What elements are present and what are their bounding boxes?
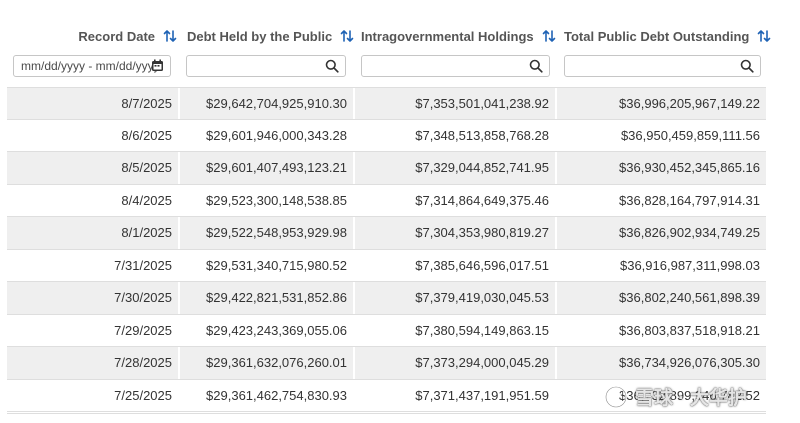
column-divider bbox=[353, 152, 355, 184]
search-icon bbox=[740, 59, 754, 78]
cell-debt-held-by-public: $29,642,704,925,910.30 bbox=[206, 95, 347, 111]
cell-record-date: 8/4/2025 bbox=[121, 192, 172, 208]
column-divider bbox=[178, 152, 180, 184]
column-header-total-public-debt[interactable]: Total Public Debt Outstanding bbox=[564, 22, 771, 50]
cell-intragovernmental-holdings: $7,373,294,000,045.29 bbox=[415, 355, 549, 371]
cell-intragovernmental-holdings: $7,329,044,852,741.95 bbox=[415, 160, 549, 176]
cell-debt-held-by-public: $29,361,632,076,260.01 bbox=[206, 355, 347, 371]
cell-total-public-debt: $36,828,164,797,914.31 bbox=[619, 192, 760, 208]
column-divider bbox=[555, 152, 557, 184]
cell-total-public-debt: $36,930,452,345,865.16 bbox=[619, 160, 760, 176]
cell-debt-held-by-public: $29,523,300,148,538.85 bbox=[206, 192, 347, 208]
search-icon bbox=[325, 59, 339, 78]
cell-debt-held-by-public: $29,423,243,369,055.06 bbox=[206, 322, 347, 338]
total-debt-search-input[interactable] bbox=[564, 55, 761, 77]
column-divider bbox=[353, 217, 355, 249]
cell-record-date: 7/29/2025 bbox=[114, 322, 172, 338]
date-range-placeholder: mm/dd/yyyy - mm/dd/yyyy bbox=[21, 59, 160, 73]
cell-debt-held-by-public: $29,531,340,715,980.52 bbox=[206, 257, 347, 273]
column-divider bbox=[178, 347, 180, 379]
date-range-filter-input[interactable]: mm/dd/yyyy - mm/dd/yyyy bbox=[13, 55, 171, 77]
cell-total-public-debt: $36,996,205,967,149.22 bbox=[619, 95, 760, 111]
sort-arrows-icon[interactable] bbox=[757, 29, 771, 43]
column-divider bbox=[555, 88, 557, 119]
cell-total-public-debt: $36,803,837,518,918.21 bbox=[619, 322, 760, 338]
table-row: 7/31/2025 $29,531,340,715,980.52 $7,385,… bbox=[7, 250, 766, 282]
cell-record-date: 7/28/2025 bbox=[114, 355, 172, 371]
cell-total-public-debt: $36,734,926,076,305.30 bbox=[619, 355, 760, 371]
table-row: 8/1/2025 $29,522,548,953,929.98 $7,304,3… bbox=[7, 217, 766, 250]
table-row: 8/7/2025 $29,642,704,925,910.30 $7,353,5… bbox=[7, 87, 766, 120]
cell-intragovernmental-holdings: $7,314,864,649,375.46 bbox=[415, 192, 549, 208]
table-row: 8/6/2025 $29,601,946,000,343.28 $7,348,5… bbox=[7, 120, 766, 152]
cell-total-public-debt: $36,916,987,311,998.03 bbox=[619, 257, 760, 273]
table-row: 7/28/2025 $29,361,632,076,260.01 $7,373,… bbox=[7, 347, 766, 380]
column-divider bbox=[555, 347, 557, 379]
cell-record-date: 8/1/2025 bbox=[121, 225, 172, 241]
column-header-label: Debt Held by the Public bbox=[187, 28, 333, 44]
column-header-debt-held-by-public[interactable]: Debt Held by the Public bbox=[187, 22, 357, 50]
cell-total-public-debt: $36,950,459,859,111.56 bbox=[620, 127, 760, 143]
cell-total-public-debt: $36,826,902,934,749.25 bbox=[619, 225, 760, 241]
column-divider bbox=[178, 282, 180, 314]
cell-intragovernmental-holdings: $7,380,594,149,863.15 bbox=[415, 322, 549, 338]
debt-public-search-input[interactable] bbox=[186, 55, 346, 77]
cell-debt-held-by-public: $29,422,821,531,852.86 bbox=[206, 290, 347, 306]
search-icon bbox=[529, 59, 543, 78]
column-header-record-date[interactable]: Record Date bbox=[7, 22, 177, 50]
sort-arrows-icon[interactable] bbox=[542, 29, 556, 43]
table-bottom-border bbox=[7, 413, 766, 414]
cell-intragovernmental-holdings: $7,348,513,858,768.28 bbox=[415, 127, 549, 143]
table-row: 8/4/2025 $29,523,300,148,538.85 $7,314,8… bbox=[7, 185, 766, 217]
column-divider bbox=[555, 282, 557, 314]
table-row: 7/29/2025 $29,423,243,369,055.06 $7,380,… bbox=[7, 315, 766, 347]
column-header-intragovernmental-holdings[interactable]: Intragovernmental Holdings bbox=[361, 22, 561, 50]
column-divider bbox=[353, 88, 355, 119]
cell-debt-held-by-public: $29,601,946,000,343.28 bbox=[206, 127, 347, 143]
debt-table-body: 8/7/2025 $29,642,704,925,910.30 $7,353,5… bbox=[7, 87, 766, 412]
calendar-icon[interactable] bbox=[151, 59, 164, 77]
sort-arrows-icon[interactable] bbox=[163, 29, 177, 43]
column-header-label: Record Date bbox=[78, 28, 155, 44]
cell-debt-held-by-public: $29,361,462,754,830.93 bbox=[206, 387, 347, 403]
sort-arrows-icon[interactable] bbox=[340, 29, 354, 43]
cell-intragovernmental-holdings: $7,304,353,980,819.27 bbox=[415, 225, 549, 241]
table-row: 7/25/2025 $29,361,462,754,830.93 $7,371,… bbox=[7, 380, 766, 412]
column-header-label: Total Public Debt Outstanding bbox=[564, 28, 750, 44]
cell-record-date: 7/31/2025 bbox=[114, 257, 172, 273]
column-divider bbox=[353, 282, 355, 314]
column-divider bbox=[178, 88, 180, 119]
cell-intragovernmental-holdings: $7,385,646,596,017.51 bbox=[415, 257, 549, 273]
cell-record-date: 7/30/2025 bbox=[114, 290, 172, 306]
cell-record-date: 7/25/2025 bbox=[114, 387, 172, 403]
table-row: 8/5/2025 $29,601,407,493,123.21 $7,329,0… bbox=[7, 152, 766, 185]
column-divider bbox=[178, 217, 180, 249]
cell-record-date: 8/7/2025 bbox=[121, 95, 172, 111]
cell-record-date: 8/6/2025 bbox=[121, 127, 172, 143]
cell-total-public-debt: $36,802,240,561,898.39 bbox=[619, 290, 760, 306]
column-header-label: Intragovernmental Holdings bbox=[361, 28, 534, 44]
cell-debt-held-by-public: $29,522,548,953,929.98 bbox=[206, 225, 347, 241]
intragovernmental-search-input[interactable] bbox=[361, 55, 550, 77]
cell-record-date: 8/5/2025 bbox=[121, 160, 172, 176]
cell-debt-held-by-public: $29,601,407,493,123.21 bbox=[206, 160, 347, 176]
cell-intragovernmental-holdings: $7,379,419,030,045.53 bbox=[415, 290, 549, 306]
cell-total-public-debt: $36,732,899,946,782.52 bbox=[619, 387, 760, 403]
table-row: 7/30/2025 $29,422,821,531,852.86 $7,379,… bbox=[7, 282, 766, 315]
column-divider bbox=[555, 217, 557, 249]
cell-intragovernmental-holdings: $7,371,437,191,951.59 bbox=[415, 387, 549, 403]
column-divider bbox=[353, 347, 355, 379]
cell-intragovernmental-holdings: $7,353,501,041,238.92 bbox=[415, 95, 549, 111]
